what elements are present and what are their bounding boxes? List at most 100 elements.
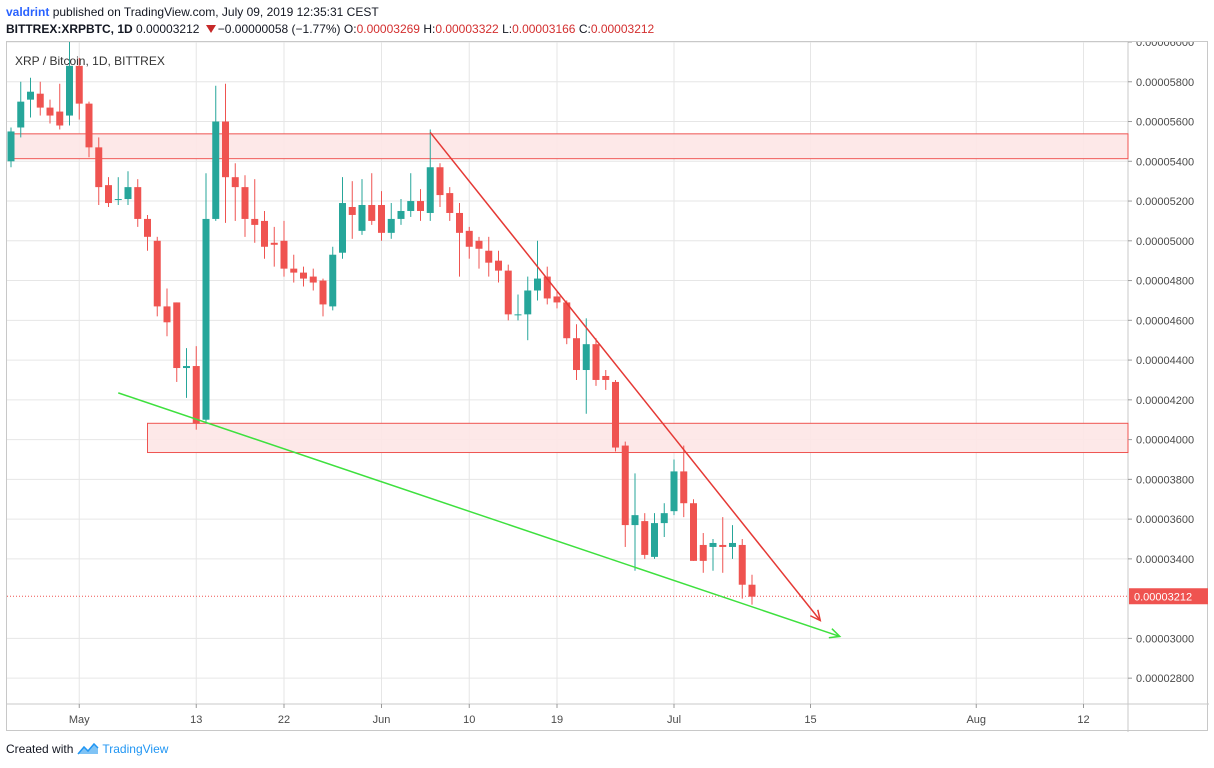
x-tick-label: 19 <box>551 714 563 726</box>
candle-down <box>621 445 629 526</box>
y-tick-label: 0.00006000 <box>1136 42 1194 49</box>
candle-down <box>173 302 181 369</box>
down-triangle-icon <box>205 25 216 33</box>
candle-down <box>348 207 356 215</box>
price-chart[interactable]: XRP / Bitcoin, 1D, BITTREX 0.00006000 0.00… <box>7 42 1209 732</box>
candle-down <box>612 381 619 448</box>
candle-down <box>446 193 454 213</box>
candle-up <box>66 65 73 116</box>
candle-up <box>631 515 639 526</box>
candle-down <box>465 230 473 247</box>
candle-up <box>7 131 15 162</box>
candle-up <box>329 254 337 307</box>
candle-up <box>534 278 541 291</box>
candle-up <box>202 218 210 420</box>
x-tick-label: Jul <box>667 714 681 726</box>
x-tick-label: Jun <box>373 714 391 726</box>
candle-down <box>309 276 317 283</box>
x-tick-label: 13 <box>190 714 202 726</box>
resistance-zone <box>10 133 1129 160</box>
y-tick-label: 0.00005800 <box>1136 77 1194 89</box>
candle-down <box>134 187 142 219</box>
y-tick-label: 0.00004200 <box>1136 395 1194 407</box>
candle-down <box>280 240 288 269</box>
candle-down <box>504 270 512 315</box>
candle-down <box>368 205 376 221</box>
y-tick-label: 0.00004800 <box>1136 276 1194 288</box>
candle-up <box>407 201 415 211</box>
symbol-label: BITTREX:XRPBTC, 1D <box>6 22 133 36</box>
y-tick-label: 0.00003000 <box>1136 633 1194 645</box>
resistance-trendline <box>429 131 821 621</box>
candle-down <box>290 268 298 273</box>
support-arrowhead <box>828 628 842 639</box>
candle-down <box>436 167 444 196</box>
y-tick-label: 0.00005400 <box>1136 156 1194 168</box>
candle-down <box>553 296 561 303</box>
candle-down <box>163 306 171 323</box>
y-tick-label: 0.00004400 <box>1136 355 1194 367</box>
candle-down <box>261 220 268 247</box>
candle-down <box>456 212 463 233</box>
published-text: published on TradingView.com, July 09, 2… <box>52 5 379 19</box>
candle-down <box>251 218 259 225</box>
chart-frame: XRP / Bitcoin, 1D, BITTREX 0.00006000 0.00… <box>6 41 1209 732</box>
candle-down <box>300 272 307 279</box>
author-name[interactable]: valdrint <box>6 5 50 19</box>
candle-up <box>17 101 25 128</box>
publish-info: valdrint published on TradingView.com, J… <box>6 5 379 19</box>
x-tick-label: May <box>69 714 90 726</box>
candle-down <box>475 240 483 249</box>
price-change: −0.00000058 (−1.77%) <box>217 22 341 36</box>
candle-down <box>36 93 44 108</box>
candle-up <box>709 542 717 547</box>
y-tick-label: 0.00003600 <box>1136 514 1194 526</box>
candle-down <box>85 103 93 148</box>
candle-up <box>524 290 532 315</box>
candle-down <box>56 111 64 126</box>
candle-up <box>387 218 395 233</box>
tradingview-logo-icon <box>77 742 99 755</box>
candle-down <box>192 366 200 424</box>
open-value: 0.00003269 <box>356 22 420 36</box>
last-price: 0.00003212 <box>136 22 200 36</box>
open-label: O: <box>343 22 357 36</box>
created-with-text: Created with <box>6 742 74 756</box>
footer: Created with TradingView <box>6 742 168 756</box>
y-tick-label: 0.00005200 <box>1136 196 1194 208</box>
candle-down <box>222 121 229 178</box>
close-value: 0.00003212 <box>590 22 655 36</box>
x-tick-label: Aug <box>966 714 986 726</box>
candle-up <box>426 167 434 213</box>
candle-up <box>514 314 522 316</box>
candle-up <box>651 523 658 557</box>
high-label: H: <box>423 22 436 36</box>
candle-down <box>592 344 600 380</box>
y-tick-label: 0.00005600 <box>1136 117 1194 129</box>
candle-down <box>105 185 112 204</box>
last-price-label: 0.00003212 <box>1134 591 1192 603</box>
candle-up <box>358 205 366 231</box>
candle-down <box>144 218 151 237</box>
candle-up <box>212 121 220 219</box>
support-trendline <box>118 392 840 638</box>
candle-up <box>397 210 405 219</box>
candle-down <box>563 302 571 339</box>
candle-down <box>680 471 688 504</box>
candle-up <box>729 542 736 547</box>
candle-up <box>339 203 346 253</box>
candle-down <box>738 544 746 585</box>
candle-down <box>602 375 610 380</box>
y-tick-label: 0.00003400 <box>1136 554 1194 566</box>
resistance-arrowhead <box>810 609 822 622</box>
y-tick-label: 0.00005000 <box>1136 236 1194 248</box>
candle-down <box>495 260 502 271</box>
candle-up <box>27 91 34 100</box>
candle-up <box>660 513 668 524</box>
low-label: L: <box>502 22 513 36</box>
candle-down <box>485 250 493 263</box>
brand-name[interactable]: TradingView <box>102 742 169 756</box>
chart-title: XRP / Bitcoin, 1D, BITTREX <box>15 54 165 68</box>
close-label: C: <box>578 22 591 36</box>
candle-down <box>46 107 54 116</box>
